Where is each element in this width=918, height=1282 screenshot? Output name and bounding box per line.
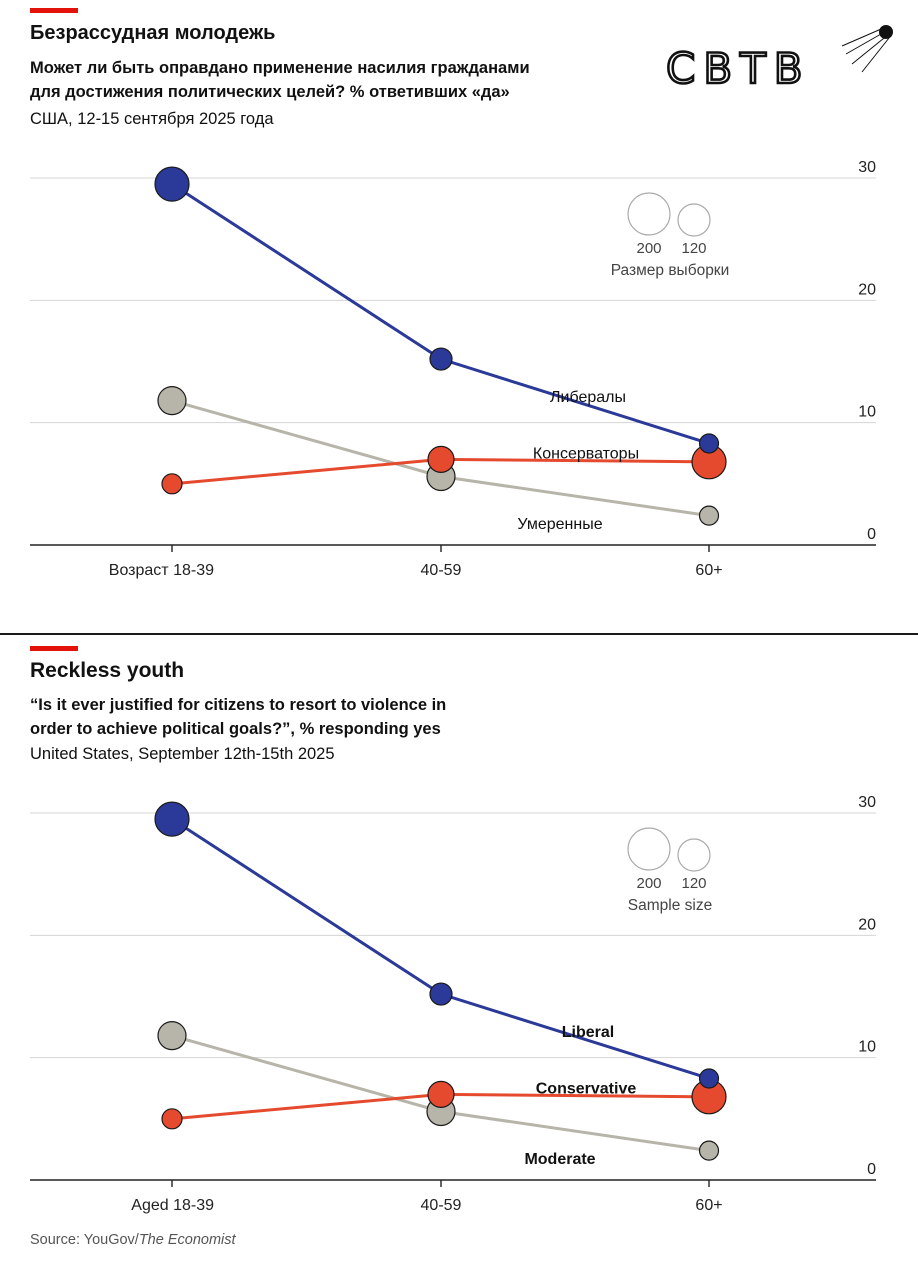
data-point-moderate [157, 386, 187, 416]
line-chart: 0 10 20 30 Возраст 18-39 40-59 60+ Либералы Конс… [30, 159, 876, 579]
series-label-liberal: Liberal [562, 1024, 614, 1041]
legend-title: Размер выборки [611, 262, 730, 279]
data-point-conservative [161, 1108, 183, 1130]
y-tick-label: 0 [867, 526, 876, 543]
y-tick-label: 10 [858, 1039, 876, 1056]
legend-circle-200 [627, 192, 671, 236]
series-line-liberal [171, 182, 710, 445]
logo-text: СВТВ [666, 44, 811, 93]
chart-panel-ru: Безрассудная молодежь Может ли быть опра… [0, 0, 918, 633]
data-point-liberal [698, 433, 720, 454]
subtitle-line: order to achieve political goals?”, % re… [30, 720, 441, 738]
data-point-moderate [698, 505, 720, 526]
x-tick-label: 40-59 [421, 1197, 462, 1214]
chart-panel-en: Reckless youth “Is it ever justified for… [0, 633, 918, 1282]
x-tick-label: 60+ [695, 1197, 722, 1214]
data-point-moderate [698, 1140, 720, 1161]
chart-dateline: США, 12-15 сентября 2025 года [30, 110, 274, 128]
subtitle-line: Может ли быть оправдано применение насил… [30, 59, 530, 77]
chart-dateline: United States, September 12th-15th 2025 [30, 745, 335, 763]
source-prefix: Source: YouGov/ [30, 1232, 139, 1248]
legend-circle-120 [677, 838, 711, 872]
data-point-liberal [429, 347, 453, 371]
legend-title: Sample size [628, 897, 712, 914]
data-point-liberal [429, 982, 453, 1006]
x-tick-label: 60+ [695, 562, 722, 579]
legend-size-label: 120 [681, 240, 706, 257]
data-point-moderate [157, 1021, 187, 1051]
data-point-liberal [154, 166, 190, 202]
legend-circle-120 [677, 203, 711, 237]
data-point-conservative [427, 1080, 455, 1108]
series-line-liberal [171, 817, 710, 1080]
source-publication: The Economist [138, 1232, 236, 1248]
line-chart: 0 10 20 30 Aged 18-39 40-59 60+ Liberal Conserva… [30, 794, 876, 1214]
x-tick-label: Возраст 18-39 [109, 562, 214, 579]
series-label-moderate: Умеренные [517, 516, 602, 533]
chart-subtitle: Может ли быть оправдано применение насил… [30, 56, 650, 104]
data-point-conservative [427, 445, 455, 473]
x-tick-label: Aged 18-39 [131, 1197, 214, 1214]
chart-source: Source: YouGov/The Economist [30, 1232, 236, 1248]
chart-title: Reckless youth [30, 659, 185, 682]
x-tick-label: 40-59 [421, 562, 462, 579]
accent-bar [30, 646, 78, 651]
cbtb-logo: СВТВ [660, 20, 900, 105]
subtitle-line: “Is it ever justified for citizens to re… [30, 696, 447, 714]
series-label-moderate: Moderate [524, 1151, 595, 1168]
chart-subtitle: “Is it ever justified for citizens to re… [30, 693, 650, 741]
size-legend: 200 120 Размер выборки [611, 192, 730, 279]
series-label-conservative: Conservative [536, 1081, 637, 1098]
legend-size-label: 200 [636, 875, 661, 892]
y-tick-label: 30 [858, 159, 876, 176]
chart-title: Безрассудная молодежь [30, 22, 276, 44]
data-point-liberal [698, 1068, 720, 1089]
sputnik-icon [841, 25, 893, 73]
series-label-liberal: Либералы [550, 389, 626, 406]
size-legend: 200 120 Sample size [627, 827, 712, 914]
legend-circle-200 [627, 827, 671, 871]
y-tick-label: 30 [858, 794, 876, 811]
series-label-conservative: Консерваторы [533, 446, 639, 463]
legend-size-label: 120 [681, 875, 706, 892]
y-tick-label: 20 [858, 916, 876, 933]
subtitle-line: для достижения политических целей? % отв… [30, 83, 510, 101]
y-tick-label: 20 [858, 281, 876, 298]
data-point-conservative [161, 473, 183, 495]
y-tick-label: 10 [858, 404, 876, 421]
accent-bar [30, 8, 78, 13]
data-point-liberal [154, 801, 190, 837]
legend-size-label: 200 [636, 240, 661, 257]
y-tick-label: 0 [867, 1161, 876, 1178]
